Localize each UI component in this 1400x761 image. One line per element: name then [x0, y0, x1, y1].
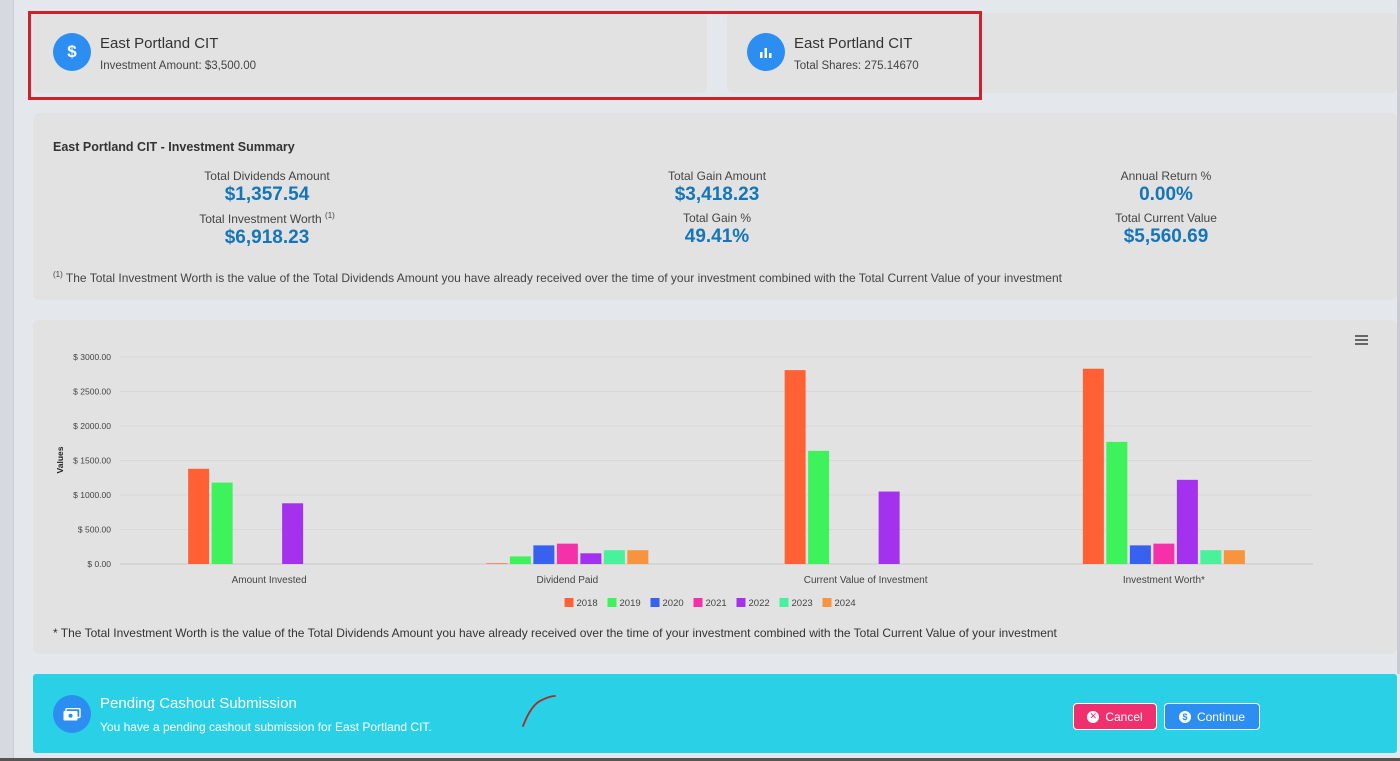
- y-tick-label: $ 0.00: [87, 559, 111, 569]
- bar-2020: [533, 545, 555, 564]
- bottom-edge: [0, 758, 1400, 761]
- bar-2022: [282, 503, 304, 564]
- y-tick-label: $ 500.00: [78, 525, 111, 535]
- y-tick-label: $ 3000.00: [73, 352, 111, 362]
- legend-label-2024: 2024: [835, 598, 856, 609]
- x-category-label: Investment Worth*: [1123, 575, 1205, 586]
- y-tick-label: $ 1500.00: [73, 456, 111, 466]
- metric-total-worth: Total Investment Worth (1) $6,918.23: [157, 211, 377, 249]
- investment-bar-chart: $ 0.00 $ 500.00 $ 1000.00 $ 1500.00 $ 2000.0…: [55, 352, 1313, 609]
- footnote-marker: (1): [325, 211, 335, 220]
- metric-label: Total Current Value: [1115, 211, 1217, 225]
- legend-label-2020: 2020: [663, 598, 684, 609]
- dollar-icon: $: [1178, 710, 1191, 723]
- footnote-text: The Total Investment Worth is the value …: [65, 271, 1062, 285]
- bar-2018: [486, 563, 508, 564]
- dollar-icon: $: [53, 33, 91, 71]
- card-title: East Portland CIT: [794, 35, 913, 52]
- bar-2021: [556, 543, 578, 564]
- legend-swatch-2024: [822, 598, 832, 607]
- cashout-title: Pending Cashout Submission: [100, 695, 297, 712]
- continue-label: Continue: [1196, 709, 1246, 724]
- bar-2021: [1153, 543, 1175, 564]
- metric-label: Total Dividends Amount: [204, 169, 330, 183]
- y-tick-label: $ 2500.00: [73, 387, 111, 397]
- bar-2022: [1176, 479, 1198, 564]
- x-category-label: Current Value of Investment: [804, 575, 928, 586]
- chart-menu-icon[interactable]: [1355, 335, 1368, 345]
- metric-value: 49.41%: [684, 226, 750, 247]
- legend-swatch-2023: [779, 598, 789, 607]
- total-shares-card: East Portland CIT Total Shares: 275.1467…: [727, 13, 1397, 93]
- x-category-label: Amount Invested: [232, 575, 307, 586]
- bar-2022: [878, 491, 900, 564]
- metric-current-value: Total Current Value $5,560.69: [1056, 211, 1276, 248]
- close-icon: ✕: [1087, 710, 1100, 723]
- summary-title: East Portland CIT - Investment Summary: [53, 140, 295, 154]
- bar-2019: [211, 482, 233, 564]
- metric-value: $5,560.69: [1123, 226, 1209, 247]
- legend-label-2021: 2021: [706, 598, 727, 609]
- legend-swatch-2020: [650, 598, 660, 607]
- bar-2018: [1082, 368, 1104, 564]
- investment-amount-card: $ East Portland CIT Investment Amount: $…: [33, 13, 707, 93]
- continue-button[interactable]: $ Continue: [1164, 703, 1260, 730]
- bar-2024: [1223, 550, 1245, 564]
- metric-total-gain-amount: Total Gain Amount $3,418.23: [607, 169, 827, 206]
- y-tick-label: $ 2000.00: [73, 421, 111, 431]
- metric-total-dividends: Total Dividends Amount $1,357.54: [157, 169, 377, 206]
- bar-2018: [188, 468, 210, 564]
- red-highlight-annotation: [28, 11, 982, 100]
- summary-footnote: (1) The Total Investment Worth is the va…: [53, 270, 1062, 285]
- metric-label: Annual Return %: [1120, 169, 1212, 183]
- bar-chart-icon: [747, 33, 785, 71]
- y-axis-label: Values: [55, 446, 65, 473]
- metric-value: 0.00%: [1139, 184, 1193, 205]
- bar-2022: [580, 553, 602, 564]
- bar-2020: [1129, 545, 1151, 564]
- bar-2024: [627, 550, 649, 564]
- legend-label-2018: 2018: [577, 598, 598, 609]
- pending-cashout-banner: Pending Cashout Submission You have a pe…: [33, 674, 1397, 753]
- total-shares: Total Shares: 275.14670: [794, 60, 919, 72]
- bar-2019: [509, 556, 531, 564]
- metric-value: $6,918.23: [224, 227, 310, 248]
- money-icon: [53, 695, 91, 733]
- bar-2018: [784, 370, 806, 564]
- metric-total-gain-pct: Total Gain % 49.41%: [607, 211, 827, 248]
- bar-2023: [1200, 550, 1222, 564]
- chart-panel: $ 0.00 $ 500.00 $ 1000.00 $ 1500.00 $ 2000.0…: [33, 320, 1397, 654]
- metric-label: Total Gain Amount: [667, 169, 767, 183]
- x-category-label: Dividend Paid: [537, 575, 599, 586]
- bar-2023: [603, 550, 625, 564]
- metric-label-text: Total Investment Worth: [199, 212, 322, 226]
- legend-label-2019: 2019: [620, 598, 641, 609]
- y-tick-label: $ 1000.00: [73, 490, 111, 500]
- metric-value: $1,357.54: [224, 184, 310, 205]
- metric-label: Total Investment Worth (1): [157, 211, 377, 226]
- cashout-message: You have a pending cashout submission fo…: [100, 720, 432, 734]
- legend-swatch-2021: [693, 598, 703, 607]
- legend-swatch-2022: [736, 598, 746, 607]
- scrollbar-track[interactable]: [1397, 0, 1400, 674]
- metric-label: Total Gain %: [682, 211, 752, 225]
- legend-label-2023: 2023: [792, 598, 813, 609]
- legend-label-2022: 2022: [749, 598, 770, 609]
- bar-2019: [808, 450, 830, 564]
- cancel-label: Cancel: [1105, 709, 1143, 724]
- legend-swatch-2019: [607, 598, 617, 607]
- left-panel-edge: [0, 0, 14, 761]
- cancel-button[interactable]: ✕ Cancel: [1073, 703, 1157, 730]
- pen-mark-annotation: [522, 695, 556, 727]
- chart-footnote: * The Total Investment Worth is the valu…: [53, 626, 1057, 640]
- metric-value: $3,418.23: [674, 184, 760, 205]
- metric-annual-return: Annual Return % 0.00%: [1056, 169, 1276, 206]
- bar-2019: [1106, 441, 1128, 564]
- card-title: East Portland CIT: [100, 35, 219, 52]
- investment-amount: Investment Amount: $3,500.00: [100, 60, 256, 72]
- investment-summary-panel: East Portland CIT - Investment Summary T…: [33, 113, 1397, 300]
- legend-swatch-2018: [564, 598, 574, 607]
- footnote-marker: (1): [53, 270, 63, 279]
